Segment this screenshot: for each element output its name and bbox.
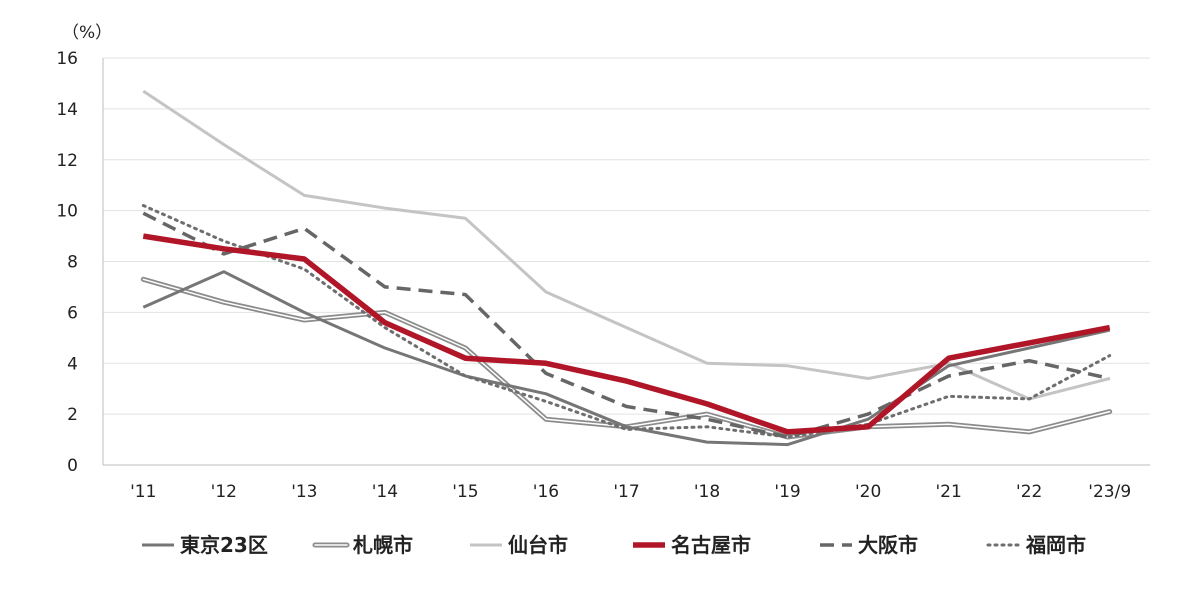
x-tick-label: '19 <box>774 482 800 502</box>
series-line-2 <box>142 89 1111 401</box>
y-tick-label: 12 <box>56 151 78 171</box>
x-tick-label: '16 <box>533 482 559 502</box>
series-line-5 <box>141 204 1112 439</box>
y-tick-label: 8 <box>67 253 78 273</box>
legend-item-0: 東京23区 <box>142 533 268 557</box>
x-tick-label: '12 <box>211 482 237 502</box>
x-tick-label: '20 <box>855 482 881 502</box>
series-line-4 <box>142 211 1111 439</box>
x-tick-labels: '11 '12 '13 '14 '15 '16 '17 '18 '19 '20 '21 '22 '23/… <box>130 482 1131 502</box>
legend-item-4: 大阪市 <box>820 533 918 557</box>
legend-label-4: 大阪市 <box>858 533 918 557</box>
y-tick-label: 4 <box>67 354 78 374</box>
y-tick-label: 16 <box>56 49 78 69</box>
series-line-0 <box>142 270 1111 447</box>
x-tick-label: '18 <box>694 482 720 502</box>
x-tick-label: '14 <box>372 482 398 502</box>
y-axis-unit-label: （%） <box>62 23 112 43</box>
x-tick-label: '17 <box>613 482 639 502</box>
y-tick-label: 2 <box>67 405 78 425</box>
legend-label-2: 仙台市 <box>508 533 568 557</box>
series-line-3 <box>142 233 1111 435</box>
y-tick-label: 14 <box>56 100 78 120</box>
axes <box>102 58 1150 466</box>
y-tick-labels: 0 2 4 6 8 10 12 14 16 <box>56 49 78 476</box>
y-tick-label: 10 <box>56 202 78 222</box>
x-tick-label: '22 <box>1016 482 1042 502</box>
gridlines <box>103 57 1150 415</box>
legend: 東京23区 札幌市 仙台市 名古屋市 大阪市 福岡市 <box>142 533 1086 557</box>
x-tick-label: '23/9 <box>1088 482 1131 502</box>
y-tick-label: 0 <box>67 456 78 476</box>
legend-item-2: 仙台市 <box>470 533 568 557</box>
legend-label-3: 名古屋市 <box>671 533 751 557</box>
series-lines <box>140 89 1113 447</box>
legend-label-5: 福岡市 <box>1025 533 1086 557</box>
x-tick-label: '13 <box>291 482 317 502</box>
legend-item-1: 札幌市 <box>312 533 413 557</box>
x-tick-label: '21 <box>935 482 961 502</box>
legend-label-1: 札幌市 <box>352 533 413 557</box>
legend-item-5: 福岡市 <box>986 533 1086 557</box>
y-tick-label: 6 <box>67 303 78 323</box>
legend-item-3: 名古屋市 <box>633 533 751 557</box>
x-tick-label: '11 <box>130 482 156 502</box>
x-tick-label: '15 <box>452 482 478 502</box>
legend-label-0: 東京23区 <box>180 533 268 557</box>
